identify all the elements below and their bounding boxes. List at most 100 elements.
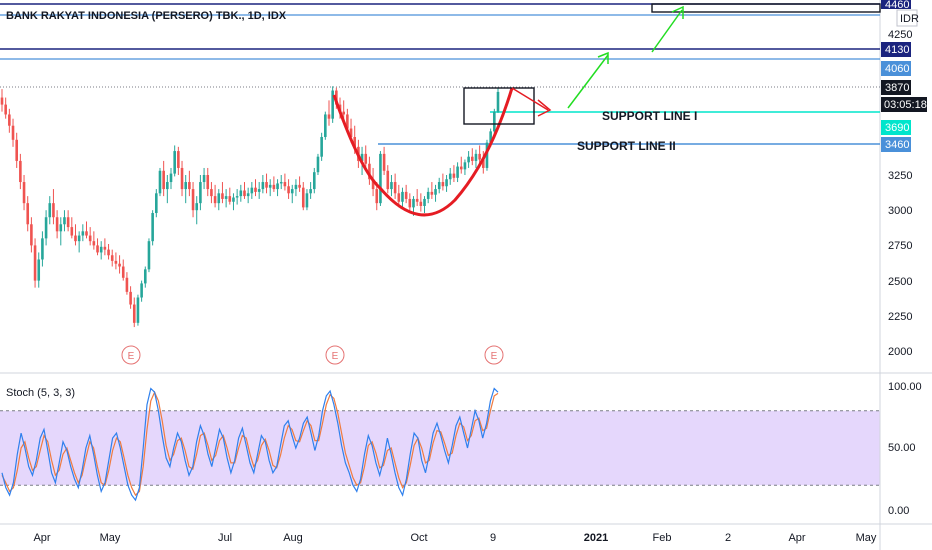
candle-body xyxy=(423,198,426,206)
candle-body xyxy=(485,142,489,168)
green-arrow-2-head xyxy=(671,5,684,19)
candle-body xyxy=(346,114,349,129)
candle-body xyxy=(287,186,290,194)
chart-title: BANK RAKYAT INDONESIA (PERSERO) TBK., 1D… xyxy=(6,10,287,22)
candle-body xyxy=(353,136,357,147)
stoch-axis[interactable]: 100.00 50.00 0.00 xyxy=(888,381,922,517)
price-tick: 3250 xyxy=(888,170,912,182)
candle-body xyxy=(276,183,279,190)
candle-body xyxy=(268,184,272,188)
candle-body xyxy=(305,193,309,208)
candle-body xyxy=(452,173,456,178)
candle-body xyxy=(401,191,404,202)
candle-body xyxy=(408,198,412,208)
time-tick: 2 xyxy=(725,532,731,544)
price-tag-3690: 3690 xyxy=(885,122,909,134)
candle-body xyxy=(404,191,408,199)
earnings-marker-label: E xyxy=(128,351,135,362)
candle-body xyxy=(309,189,312,194)
candle-body xyxy=(199,182,202,204)
earnings-markers: E E E xyxy=(121,345,504,365)
earnings-marker[interactable] xyxy=(121,345,141,365)
candle-body xyxy=(158,170,162,194)
candle-body xyxy=(349,128,353,137)
candle-body xyxy=(419,201,423,206)
price-tick: 2750 xyxy=(888,240,912,252)
candle-body xyxy=(360,153,364,161)
candle-body xyxy=(257,189,261,192)
candle-body xyxy=(213,196,217,204)
candle-body xyxy=(467,156,470,163)
candle-body xyxy=(191,189,195,211)
candle-body xyxy=(30,224,33,246)
stoch-d-line xyxy=(1,390,499,497)
candle-body xyxy=(320,136,323,157)
earnings-marker[interactable] xyxy=(325,345,345,365)
candle-body xyxy=(415,198,419,202)
candle-body xyxy=(88,235,92,242)
candle-body xyxy=(239,190,243,197)
green-arrow-2[interactable] xyxy=(651,9,683,53)
time-tick: Aug xyxy=(283,532,303,544)
currency-badge[interactable]: IDR xyxy=(900,13,919,25)
level-lines xyxy=(0,3,880,145)
candle-body xyxy=(48,203,52,218)
red-arrow-path[interactable] xyxy=(511,87,549,111)
price-tag-4060: 4060 xyxy=(885,63,909,75)
candle-body xyxy=(52,203,55,218)
green-arrow-1[interactable] xyxy=(567,54,609,109)
time-tick: Apr xyxy=(788,532,805,544)
time-tick: Feb xyxy=(653,532,672,544)
candle-body xyxy=(107,249,110,256)
candle-body xyxy=(261,182,265,190)
time-tick: Jul xyxy=(218,532,232,544)
time-axis[interactable]: Apr May Jul Aug Oct 9 2021 Feb 2 Apr May xyxy=(33,532,876,544)
candle-body xyxy=(493,111,496,132)
time-tick-year: 2021 xyxy=(584,532,608,544)
price-tag-3870-bg xyxy=(881,80,911,95)
stoch-tick: 100.00 xyxy=(888,381,922,393)
candle-body xyxy=(41,238,44,260)
candle-body xyxy=(143,269,147,284)
candle-body xyxy=(99,246,103,253)
candle-body xyxy=(441,182,445,187)
candle-body xyxy=(129,291,132,305)
candle-body xyxy=(250,187,254,194)
candle-body xyxy=(63,217,66,225)
candle-body xyxy=(246,193,250,197)
candle-body xyxy=(379,153,382,204)
price-tag-3460: 3460 xyxy=(885,139,909,151)
candle-body xyxy=(151,213,154,242)
time-tick: May xyxy=(856,532,877,544)
earnings-marker[interactable] xyxy=(484,345,504,365)
candle-body xyxy=(202,175,206,183)
candle-body xyxy=(294,184,298,190)
target-box[interactable] xyxy=(651,3,881,13)
candle-body xyxy=(290,189,294,194)
earnings-marker-label: E xyxy=(332,351,339,362)
highlight-box[interactable] xyxy=(463,87,535,125)
stoch-band xyxy=(0,410,880,486)
candle-body xyxy=(364,153,368,164)
price-axis[interactable]: 4250 3250 3000 2750 2500 2250 2000 xyxy=(888,29,912,358)
candle-body xyxy=(434,189,437,195)
candle-body xyxy=(44,217,48,239)
stoch-pane[interactable]: Stoch (5, 3, 3) xyxy=(0,387,880,502)
stoch-tick: 0.00 xyxy=(888,505,909,517)
candle-body xyxy=(103,246,107,250)
candle-body xyxy=(279,182,283,184)
cup-curve[interactable] xyxy=(332,87,514,217)
price-tag-3690-bg xyxy=(881,120,911,135)
candle-body xyxy=(11,125,15,140)
drawings: SUPPORT LINE I SUPPORT LINE II xyxy=(332,3,881,217)
time-tick: Oct xyxy=(410,532,427,544)
candle-body xyxy=(448,173,452,180)
candle-body xyxy=(8,114,11,126)
candle-body xyxy=(85,231,88,236)
candle-body xyxy=(155,193,158,214)
candle-body xyxy=(412,198,415,208)
red-arrow-head xyxy=(537,99,552,117)
price-tags: 4460 IDR 4130 4060 3870 03:05:18 3690 34… xyxy=(881,0,927,152)
candle-body xyxy=(265,182,268,188)
